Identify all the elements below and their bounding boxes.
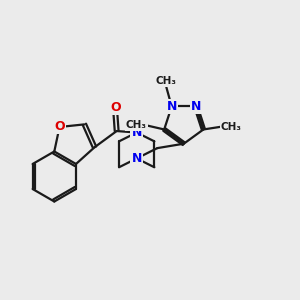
Text: CH₃: CH₃ bbox=[126, 120, 147, 130]
Text: N: N bbox=[191, 100, 201, 113]
Text: N: N bbox=[131, 126, 142, 139]
Text: CH₃: CH₃ bbox=[156, 76, 177, 86]
Text: O: O bbox=[110, 101, 121, 114]
Text: N: N bbox=[131, 152, 142, 165]
Text: N: N bbox=[167, 100, 177, 113]
Text: CH₃: CH₃ bbox=[221, 122, 242, 131]
Text: O: O bbox=[54, 121, 65, 134]
